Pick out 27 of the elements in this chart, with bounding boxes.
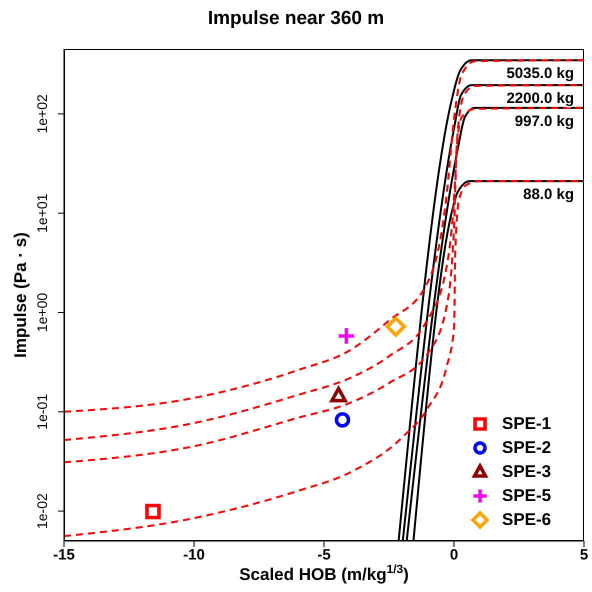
y-axis-title: Impulse (Pa · s) xyxy=(11,232,30,358)
y-tick-label: 1e+01 xyxy=(34,193,50,233)
x-tick-label: 0 xyxy=(450,546,458,564)
series-label: 88.0 kg xyxy=(523,186,574,204)
legend-label: SPE-2 xyxy=(502,438,552,458)
series-label: 2200.0 kg xyxy=(506,90,574,108)
legend-label: SPE-1 xyxy=(502,414,552,434)
chart-title: Impulse near 360 m xyxy=(206,8,386,30)
x-tick-label: -5 xyxy=(317,546,331,564)
y-tick-label: 1e+02 xyxy=(34,94,50,134)
legend-label: SPE-6 xyxy=(502,510,552,530)
y-tick-label: 1e+00 xyxy=(34,292,50,332)
y-tick-label: 1e-01 xyxy=(34,394,50,430)
point xyxy=(386,316,406,337)
y-tick-label: 1e-02 xyxy=(34,492,50,530)
point xyxy=(334,412,350,428)
point xyxy=(336,326,356,346)
legend-label: SPE-5 xyxy=(502,486,552,506)
x-tick-label: 5 xyxy=(580,546,588,564)
x-tick-label: -15 xyxy=(53,546,75,564)
series-label: 997.0 kg xyxy=(514,112,574,130)
point xyxy=(145,504,161,520)
point xyxy=(330,386,347,402)
legend-label: SPE-3 xyxy=(502,462,552,482)
x-axis-title: Scaled HOB (m/kg$^{1/3}$) xyxy=(239,562,409,584)
series-label: 5035.0 kg xyxy=(506,65,574,82)
x-tick-label: -10 xyxy=(183,546,205,564)
